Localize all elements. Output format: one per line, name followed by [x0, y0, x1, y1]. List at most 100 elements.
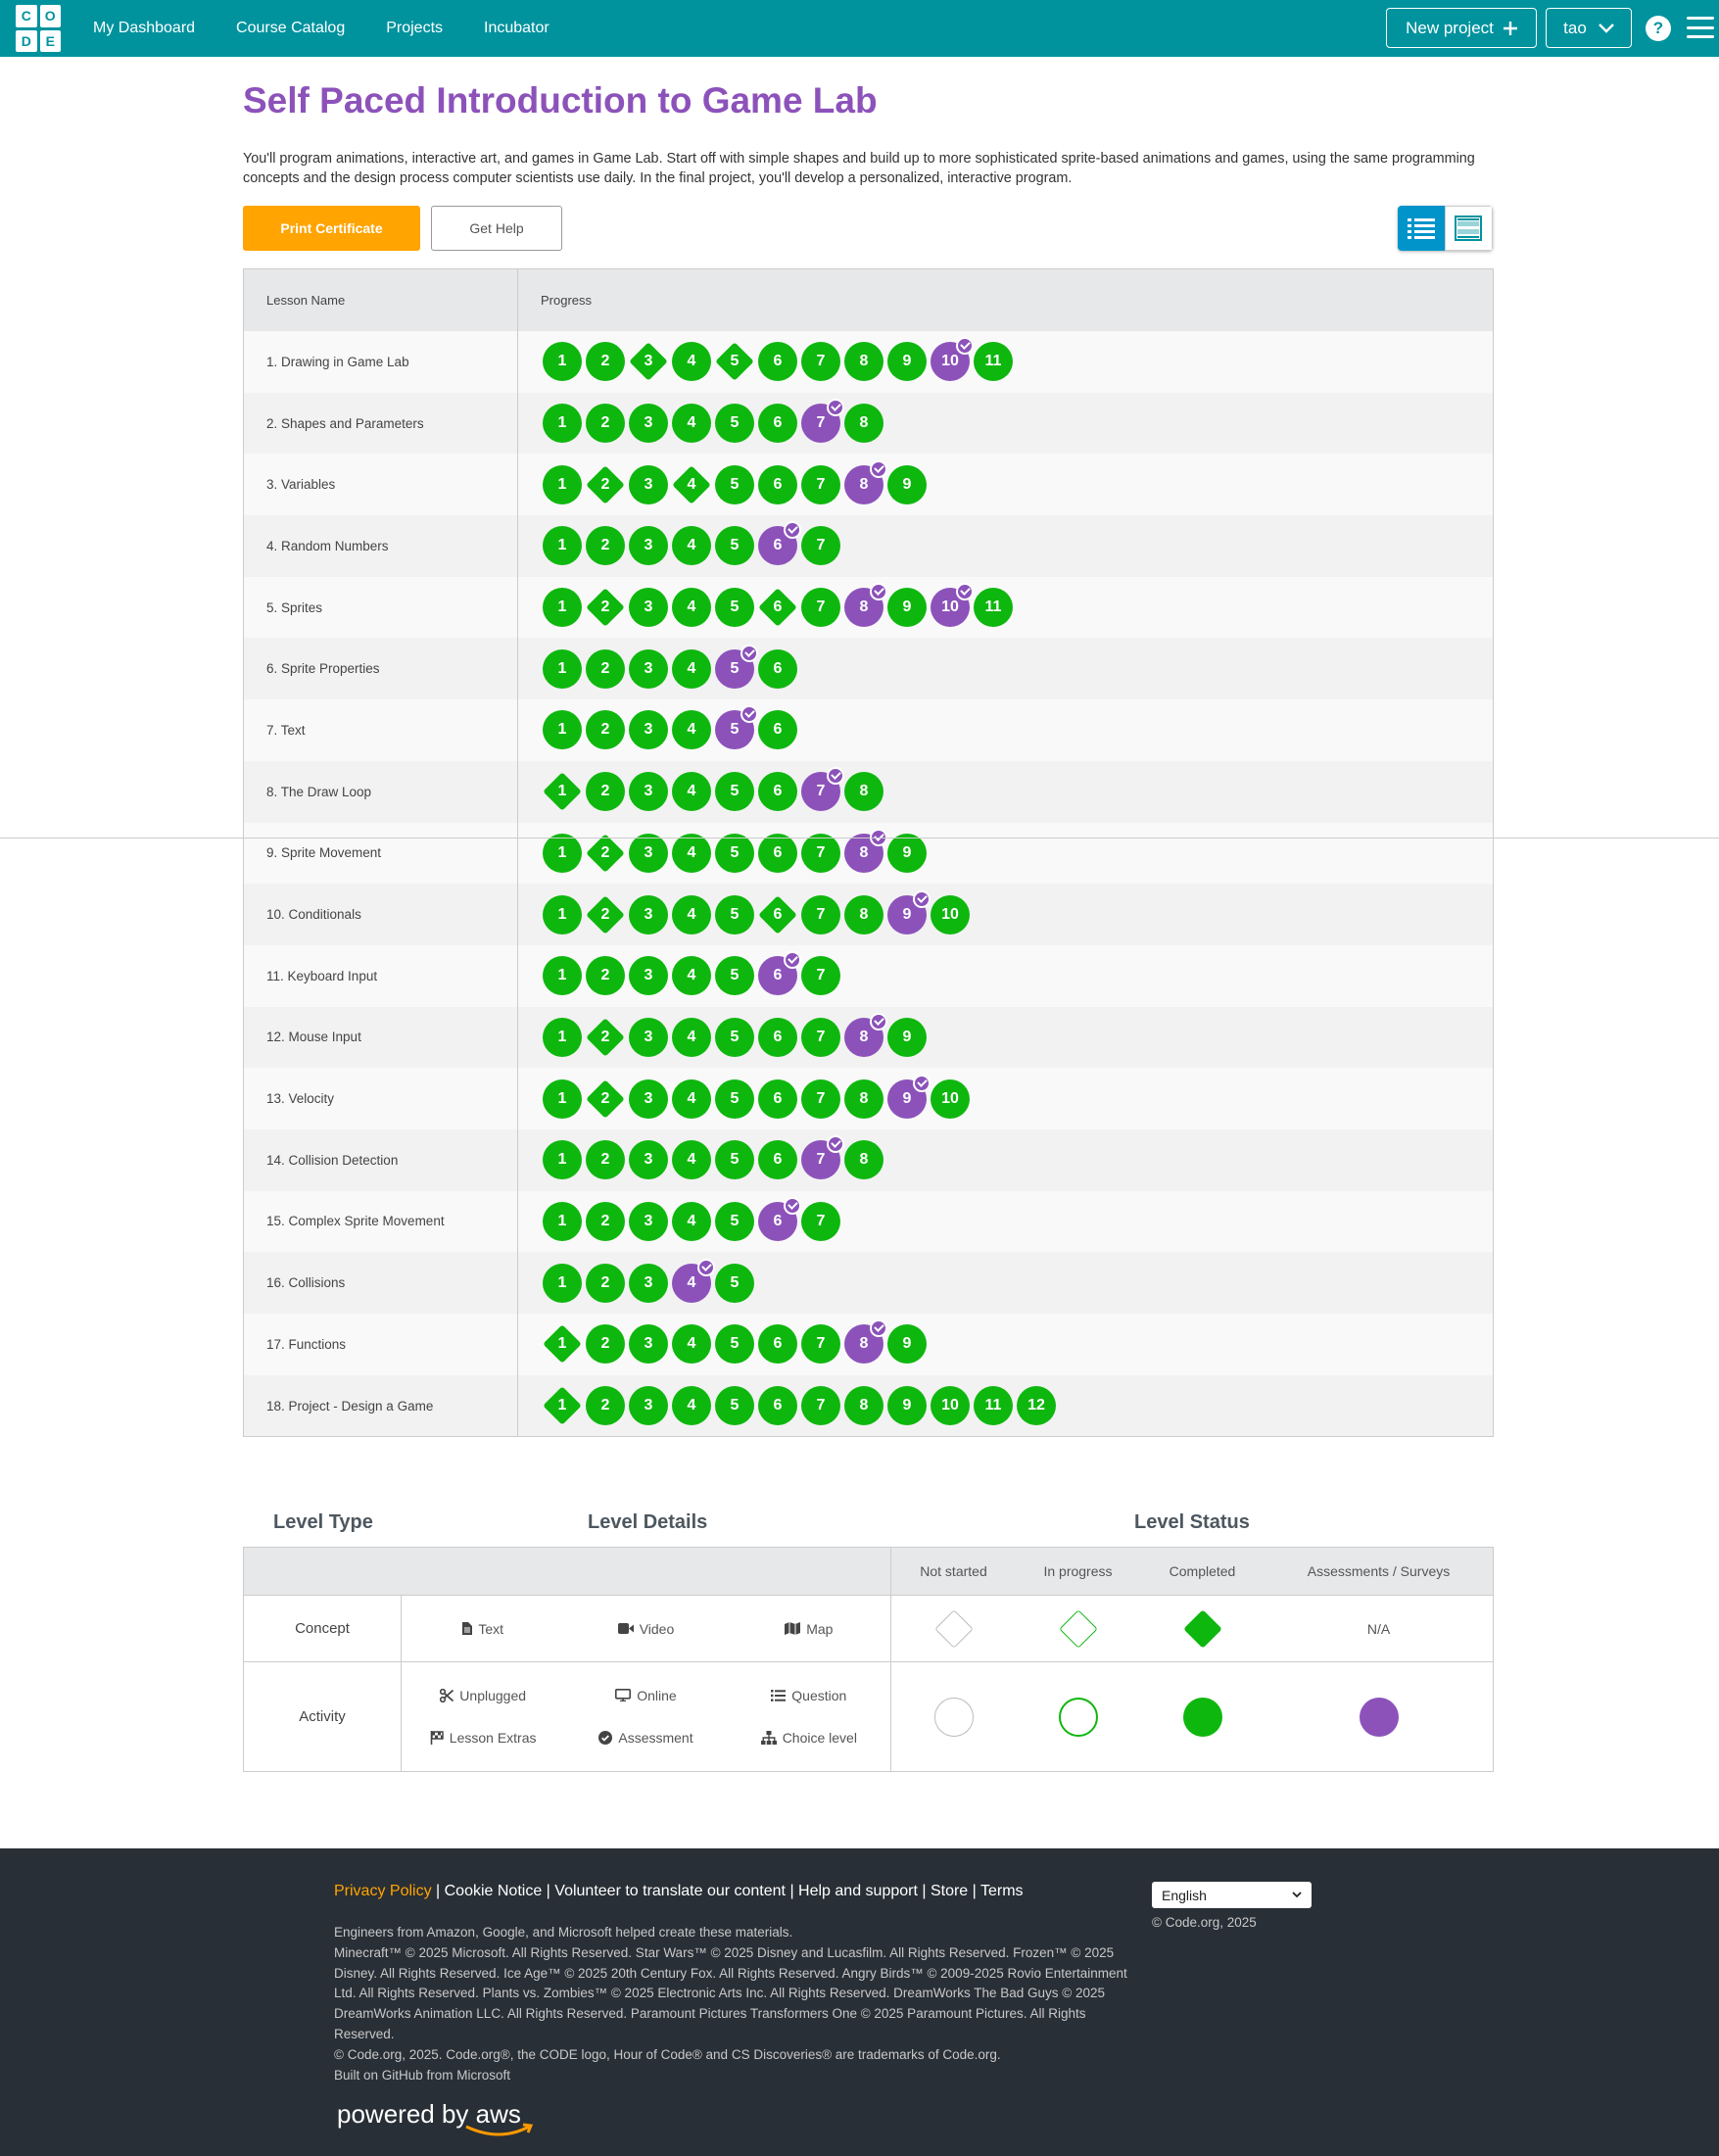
level-bubble-assessment[interactable]: 8 — [844, 459, 887, 504]
level-bubble-assessment[interactable]: 9 — [887, 1074, 931, 1119]
level-bubble[interactable]: 4 — [672, 894, 711, 934]
level-bubble[interactable]: 2 — [586, 1263, 625, 1303]
lesson-name[interactable]: 9. Sprite Movement — [244, 822, 518, 885]
level-bubble[interactable]: 7 — [801, 1078, 840, 1119]
level-bubble[interactable]: 8 — [844, 404, 883, 444]
level-bubble[interactable]: 8 — [844, 1140, 883, 1180]
code-logo[interactable]: C O D E — [16, 5, 61, 52]
level-bubble[interactable]: 3 — [629, 1017, 668, 1057]
level-bubble[interactable]: 11 — [974, 342, 1013, 382]
get-help-button[interactable]: Get Help — [431, 206, 562, 251]
level-bubble-assessment[interactable]: 9 — [887, 889, 931, 934]
level-bubble[interactable]: 3 — [629, 648, 668, 689]
level-bubble[interactable]: 7 — [801, 526, 840, 566]
level-bubble-concept[interactable]: 1 — [543, 772, 582, 811]
level-bubble[interactable]: 9 — [887, 588, 927, 628]
level-bubble[interactable]: 5 — [715, 588, 754, 628]
level-bubble[interactable]: 9 — [887, 833, 927, 873]
level-bubble[interactable]: 6 — [758, 1386, 797, 1426]
level-bubble[interactable]: 4 — [672, 1140, 711, 1180]
lesson-name[interactable]: 7. Text — [244, 699, 518, 761]
level-bubble[interactable]: 5 — [715, 956, 754, 996]
volunteer-translate-link[interactable]: Volunteer to translate our content — [554, 1883, 786, 1899]
level-bubble[interactable]: 9 — [887, 1324, 927, 1365]
level-bubble[interactable]: 2 — [586, 772, 625, 812]
level-bubble-assessment[interactable]: 8 — [844, 828, 887, 873]
detail-view-button[interactable] — [1444, 206, 1493, 251]
level-bubble[interactable]: 3 — [629, 1324, 668, 1365]
level-bubble-concept[interactable]: 2 — [586, 465, 625, 504]
level-bubble[interactable]: 4 — [672, 833, 711, 873]
level-bubble[interactable]: 9 — [887, 464, 927, 504]
level-bubble[interactable]: 3 — [629, 464, 668, 504]
level-bubble[interactable]: 1 — [543, 1263, 582, 1303]
level-bubble[interactable]: 4 — [672, 342, 711, 382]
level-bubble[interactable]: 7 — [801, 833, 840, 873]
level-bubble[interactable]: 2 — [586, 1140, 625, 1180]
lesson-name[interactable]: 5. Sprites — [244, 576, 518, 639]
level-bubble[interactable]: 5 — [715, 404, 754, 444]
nav-course-catalog[interactable]: Course Catalog — [236, 20, 346, 36]
level-bubble-assessment[interactable]: 6 — [758, 521, 801, 566]
level-bubble[interactable]: 5 — [715, 1263, 754, 1303]
level-bubble[interactable]: 1 — [543, 648, 582, 689]
level-bubble[interactable]: 3 — [629, 833, 668, 873]
level-bubble[interactable]: 1 — [543, 1017, 582, 1057]
level-bubble[interactable]: 5 — [715, 1201, 754, 1241]
lesson-name[interactable]: 18. Project - Design a Game — [244, 1374, 518, 1437]
nav-my-dashboard[interactable]: My Dashboard — [93, 20, 196, 36]
level-bubble[interactable]: 6 — [758, 342, 797, 382]
powered-by-aws-logo[interactable]: powered by aws — [337, 2099, 534, 2136]
level-bubble[interactable]: 7 — [801, 956, 840, 996]
level-bubble[interactable]: 5 — [715, 772, 754, 812]
level-bubble[interactable]: 9 — [887, 342, 927, 382]
level-bubble[interactable]: 11 — [974, 588, 1013, 628]
level-bubble[interactable]: 6 — [758, 1017, 797, 1057]
level-bubble-concept[interactable]: 2 — [586, 1018, 625, 1057]
lesson-name[interactable]: 12. Mouse Input — [244, 1006, 518, 1069]
level-bubble[interactable]: 5 — [715, 833, 754, 873]
level-bubble[interactable]: 5 — [715, 1140, 754, 1180]
print-certificate-button[interactable]: Print Certificate — [243, 206, 420, 251]
privacy-policy-link[interactable]: Privacy Policy — [334, 1883, 432, 1899]
nav-projects[interactable]: Projects — [386, 20, 444, 36]
level-bubble[interactable]: 6 — [758, 710, 797, 750]
level-bubble[interactable]: 1 — [543, 464, 582, 504]
level-bubble[interactable]: 4 — [672, 1201, 711, 1241]
nav-incubator[interactable]: Incubator — [484, 20, 549, 36]
level-bubble-concept[interactable]: 3 — [629, 342, 668, 381]
level-bubble[interactable]: 4 — [672, 1078, 711, 1119]
level-bubble[interactable]: 1 — [543, 588, 582, 628]
level-bubble[interactable]: 6 — [758, 464, 797, 504]
level-bubble[interactable]: 4 — [672, 404, 711, 444]
level-bubble-concept[interactable]: 4 — [672, 465, 711, 504]
level-bubble[interactable]: 3 — [629, 710, 668, 750]
level-bubble-assessment[interactable]: 7 — [801, 1135, 844, 1180]
level-bubble[interactable]: 4 — [672, 710, 711, 750]
level-bubble[interactable]: 5 — [715, 1017, 754, 1057]
level-bubble-concept[interactable]: 2 — [586, 588, 625, 627]
level-bubble[interactable]: 3 — [629, 1140, 668, 1180]
help-icon[interactable]: ? — [1646, 16, 1671, 41]
level-bubble[interactable]: 1 — [543, 1078, 582, 1119]
level-bubble-concept[interactable]: 2 — [586, 895, 625, 934]
level-bubble[interactable]: 2 — [586, 1324, 625, 1365]
level-bubble[interactable]: 3 — [629, 772, 668, 812]
help-support-link[interactable]: Help and support — [798, 1883, 918, 1899]
level-bubble[interactable]: 7 — [801, 1324, 840, 1365]
level-bubble[interactable]: 7 — [801, 1201, 840, 1241]
level-bubble[interactable]: 4 — [672, 956, 711, 996]
lesson-name[interactable]: 3. Variables — [244, 454, 518, 516]
level-bubble[interactable]: 3 — [629, 956, 668, 996]
level-bubble-assessment[interactable]: 8 — [844, 1319, 887, 1365]
level-bubble[interactable]: 9 — [887, 1386, 927, 1426]
level-bubble-assessment[interactable]: 5 — [715, 705, 758, 750]
level-bubble-concept[interactable]: 2 — [586, 834, 625, 873]
level-bubble[interactable]: 4 — [672, 1324, 711, 1365]
level-bubble[interactable]: 1 — [543, 526, 582, 566]
level-bubble-concept[interactable]: 1 — [543, 1324, 582, 1364]
terms-link[interactable]: Terms — [979, 1883, 1024, 1899]
level-bubble-assessment[interactable]: 8 — [844, 1012, 887, 1057]
level-bubble-concept[interactable]: 6 — [758, 588, 797, 627]
level-bubble-assessment[interactable]: 6 — [758, 1196, 801, 1241]
